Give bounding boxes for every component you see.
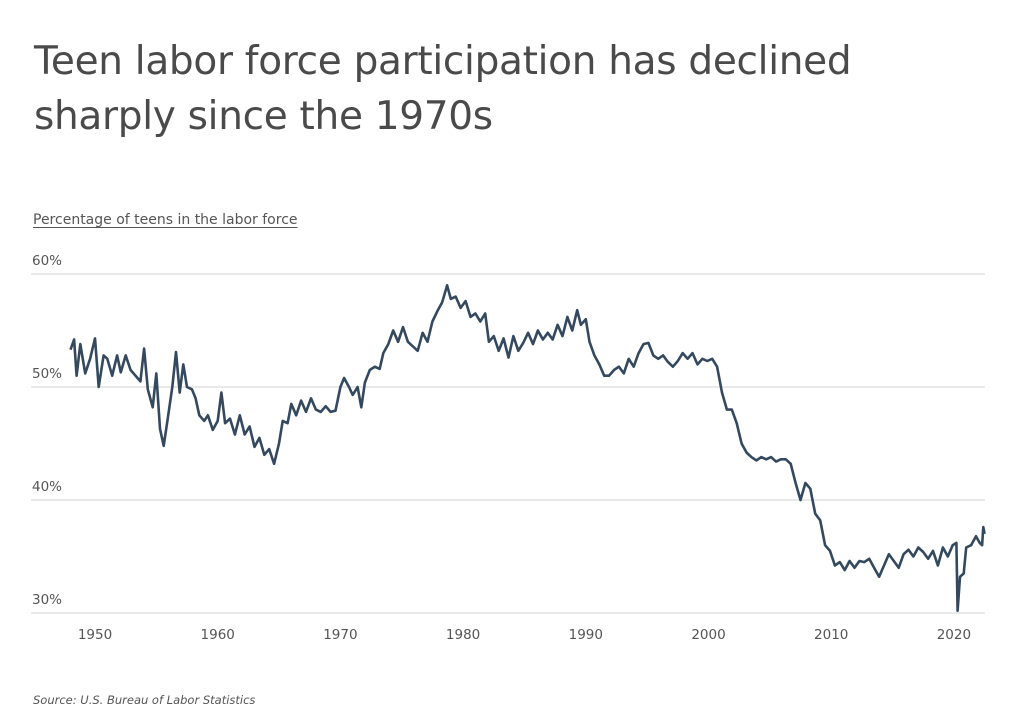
x-tick-label: 1980 bbox=[446, 627, 480, 643]
y-tick-label: 40% bbox=[32, 479, 62, 495]
x-tick-label: 1950 bbox=[78, 627, 112, 643]
chart-subtitle: Percentage of teens in the labor force bbox=[33, 212, 298, 228]
x-tick-label: 2010 bbox=[814, 627, 848, 643]
chart-title: Teen labor force participation has decli… bbox=[34, 39, 852, 139]
x-tick-label: 1970 bbox=[323, 627, 357, 643]
x-tick-label: 1990 bbox=[569, 627, 603, 643]
x-tick-label: 2020 bbox=[937, 627, 971, 643]
x-tick-label: 1960 bbox=[201, 627, 235, 643]
y-tick-label: 50% bbox=[32, 366, 62, 382]
series-line bbox=[69, 284, 986, 612]
y-tick-label: 30% bbox=[32, 592, 62, 608]
x-tick-label: 2000 bbox=[691, 627, 725, 643]
chart-source: Source: U.S. Bureau of Labor Statistics bbox=[33, 693, 256, 707]
y-tick-label: 60% bbox=[32, 253, 62, 269]
